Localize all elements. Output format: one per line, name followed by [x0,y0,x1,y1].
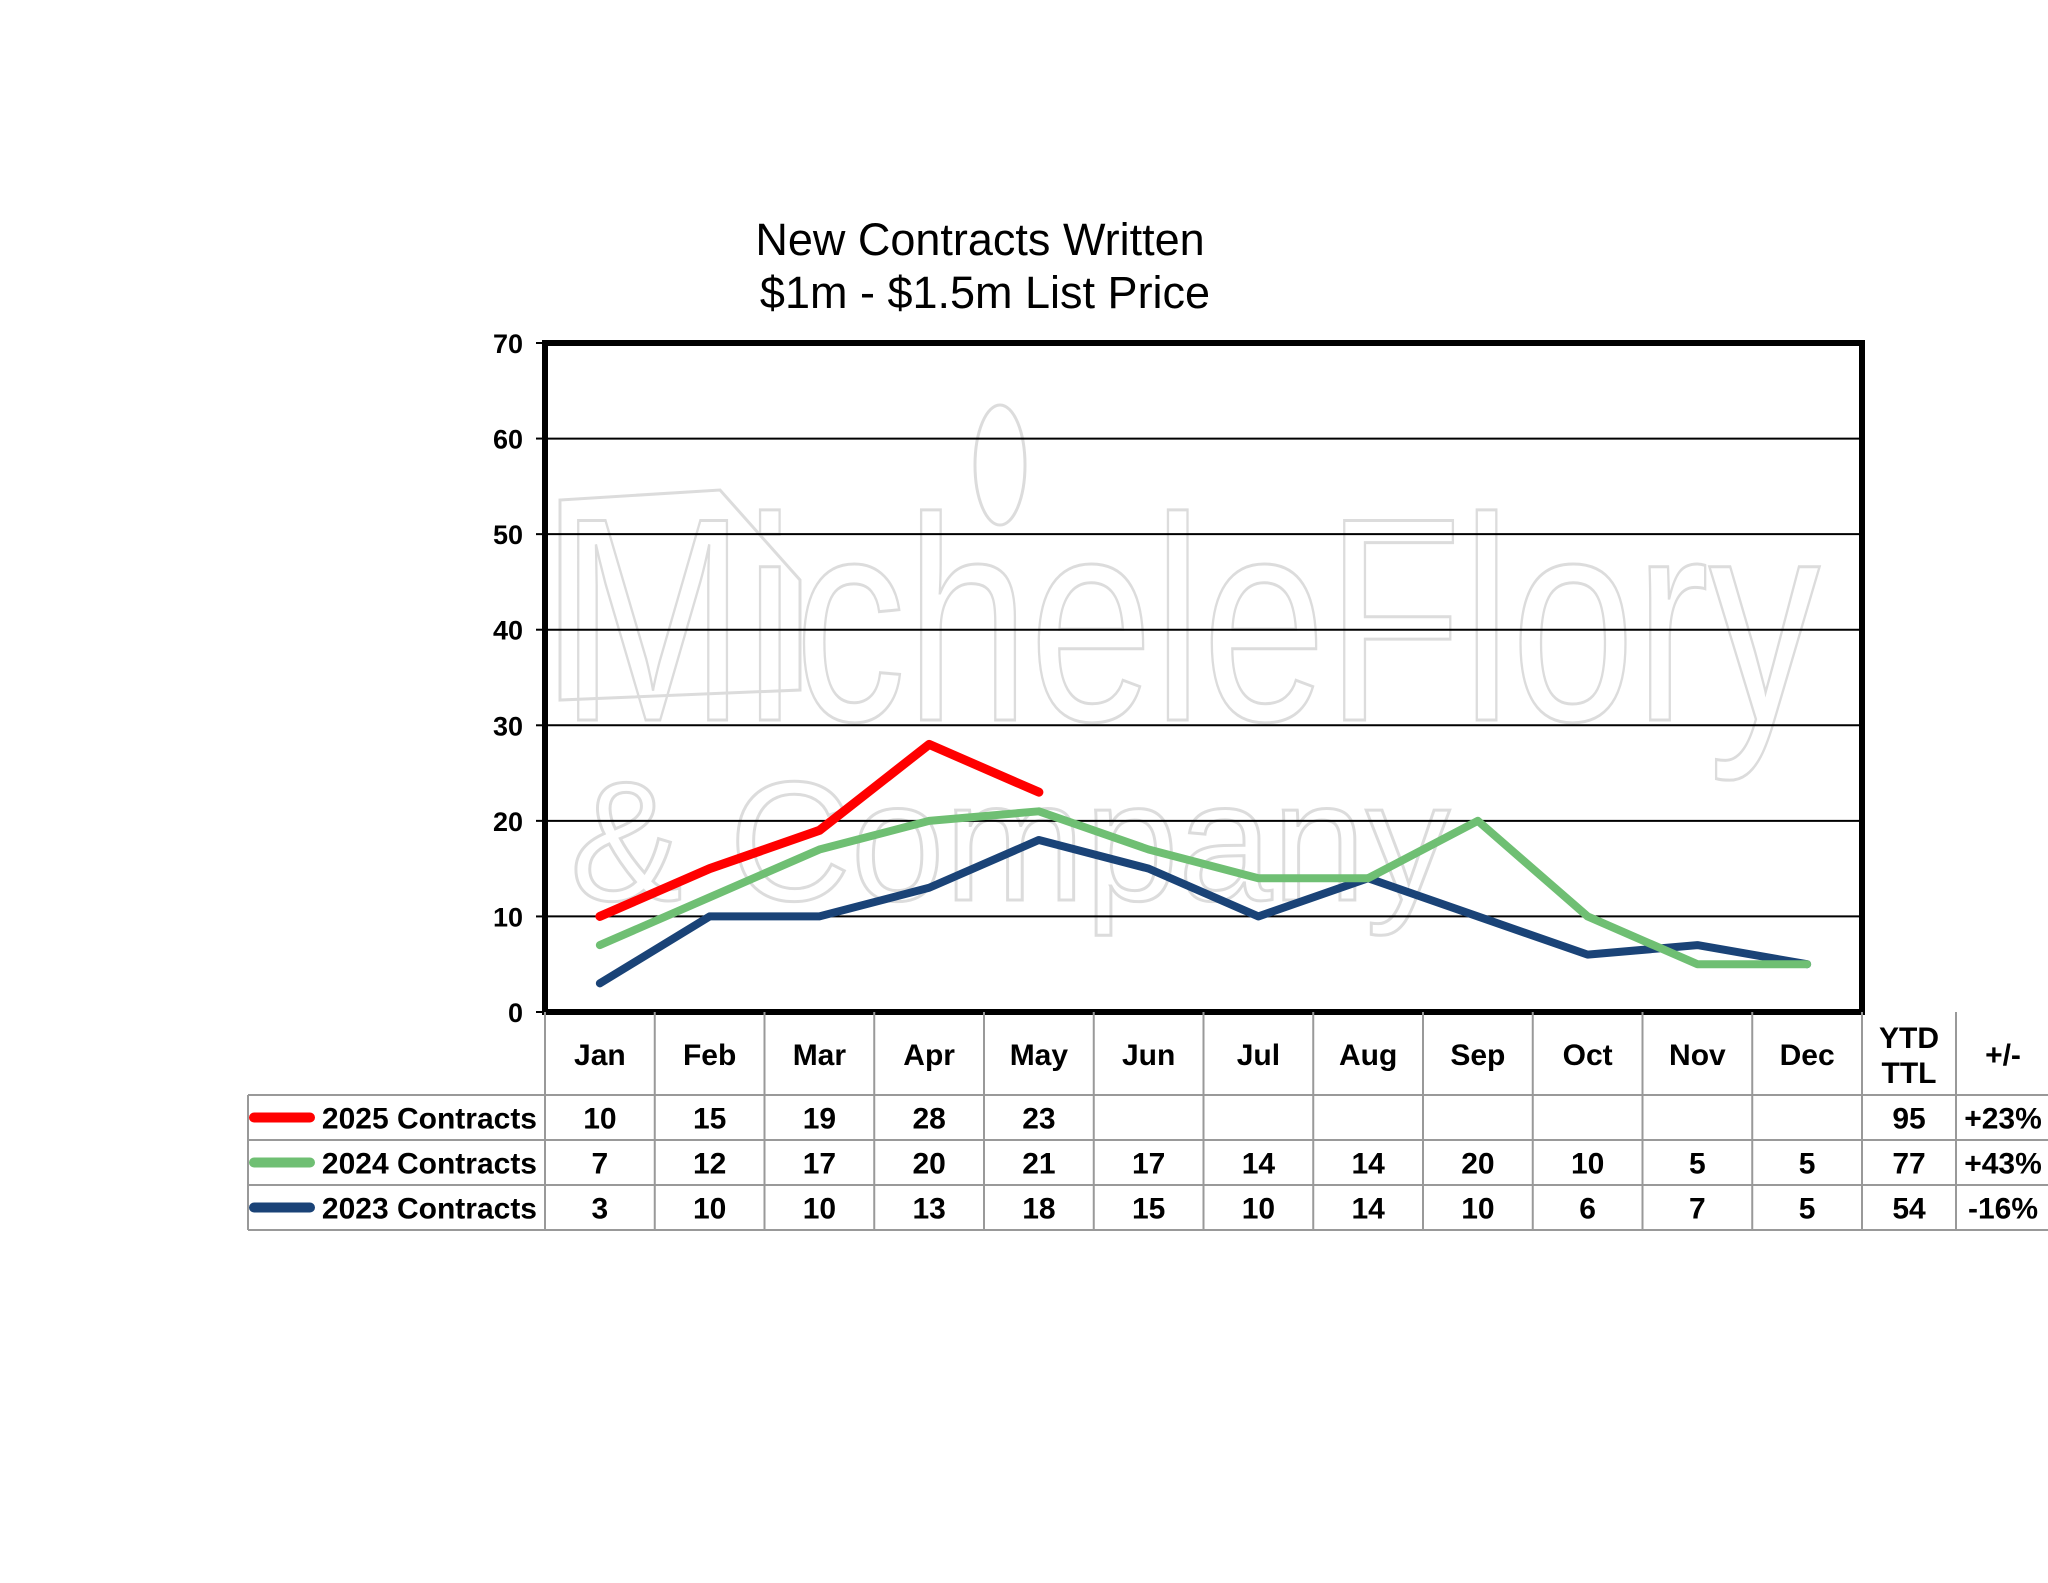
y-tick-label: 50 [493,520,523,550]
data-point [1477,915,1479,917]
data-point [928,743,930,745]
table-cell: 15 [1132,1193,1165,1226]
table-cell: 13 [912,1193,945,1226]
table-cell: 5 [1799,1193,1816,1226]
table-cell: 10 [1461,1193,1494,1226]
chart-title: New Contracts Written [755,214,1204,265]
x-tick-label: Jan [574,1039,626,1072]
table-cell: 10 [1242,1193,1275,1226]
x-tick-label: Aug [1339,1039,1397,1072]
data-point [709,868,711,870]
change-cell: -16% [1968,1193,2038,1226]
data-point [1587,915,1589,917]
x-tick-label: Jul [1237,1039,1280,1072]
y-tick-label: 60 [493,425,523,455]
data-point [1806,963,1808,965]
y-tick-label: 0 [508,998,523,1028]
ytd-cell: 54 [1892,1193,1926,1226]
series-line-1 [595,807,1812,969]
x-tick-label: Oct [1563,1039,1613,1072]
data-point [928,887,930,889]
table-cell: 28 [912,1103,945,1136]
table-cell: 5 [1799,1148,1816,1181]
table-cell: 20 [912,1148,945,1181]
data-point [1257,915,1259,917]
table-cell: 5 [1689,1148,1706,1181]
data-point [1148,849,1150,851]
data-point [709,915,711,917]
table-cell: 10 [693,1193,726,1226]
table-cell: 14 [1351,1148,1385,1181]
x-tick-label: Jun [1122,1039,1175,1072]
x-tick-label: May [1010,1039,1069,1072]
table-cell: 10 [1571,1148,1604,1181]
change-cell: +23% [1964,1103,2042,1136]
chart-subtitle: $1m - $1.5m List Price [760,267,1210,318]
x-tick-label: Nov [1669,1039,1726,1072]
data-point [1477,820,1479,822]
data-point [1696,944,1698,946]
x-tick-label: Mar [793,1039,847,1072]
data-point [818,915,820,917]
ytd-cell: 95 [1892,1103,1925,1136]
data-point [1257,877,1259,879]
table-cell: 7 [1689,1193,1706,1226]
table-cell: 7 [592,1148,609,1181]
table-cell: 6 [1579,1193,1596,1226]
data-point [1038,839,1040,841]
y-tick-label: 20 [493,807,523,837]
y-axis-ticks: 0 10 20 30 40 50 60 70 [493,329,523,1028]
table-cell: 14 [1242,1148,1276,1181]
table-cell: 18 [1022,1193,1055,1226]
ytd-header-line2: TTL [1882,1057,1937,1090]
watermark-line1: MicheleFlory [560,458,1820,783]
change-cell: +43% [1964,1148,2042,1181]
table-cell: 14 [1351,1193,1385,1226]
legend-label: 2025 Contracts [322,1103,537,1136]
legend-label: 2023 Contracts [322,1193,537,1226]
data-point [818,829,820,831]
table-cell: 20 [1461,1148,1494,1181]
table-cell: 10 [583,1103,616,1136]
y-tick-label: 70 [493,329,523,359]
data-point [599,982,601,984]
x-tick-label: Feb [683,1039,736,1072]
table-cell: 23 [1022,1103,1055,1136]
ytd-header-line1: YTD [1879,1022,1939,1055]
table-cell: 19 [803,1103,836,1136]
table-cell: 17 [803,1148,836,1181]
data-point [928,820,930,822]
x-tick-label: Apr [903,1039,955,1072]
y-tick-label: 40 [493,616,523,646]
watermark-logo: MicheleFlory & Company [558,403,1822,939]
y-tick-label: 10 [493,902,523,932]
table-cell: 15 [693,1103,726,1136]
ytd-cell: 77 [1892,1148,1925,1181]
data-point [1587,954,1589,956]
change-header: +/- [1985,1039,2021,1072]
data-point [599,915,601,917]
x-tick-label: Sep [1450,1039,1505,1072]
table-cell: 12 [693,1148,726,1181]
table-cell: 21 [1022,1148,1055,1181]
data-point [1038,810,1040,812]
table-cell: 3 [592,1193,609,1226]
data-point [1367,877,1369,879]
series-lines [595,739,1812,988]
series-line-2 [595,835,1812,988]
data-point [1696,963,1698,965]
data-point [1038,791,1040,793]
data-point [709,896,711,898]
data-point [1148,868,1150,870]
data-point [599,944,601,946]
data-table: Jan Feb Mar Apr May Jun Jul Aug Sep Oct Nov Dec YTDT… [247,1012,2048,1231]
table-cell: 17 [1132,1148,1165,1181]
table-cell: 10 [803,1193,836,1226]
y-tick-label: 30 [493,711,523,741]
watermark-leaf-icon [973,403,1027,527]
x-tick-label: Dec [1780,1039,1835,1072]
legend-label: 2024 Contracts [322,1148,537,1181]
data-point [818,849,820,851]
